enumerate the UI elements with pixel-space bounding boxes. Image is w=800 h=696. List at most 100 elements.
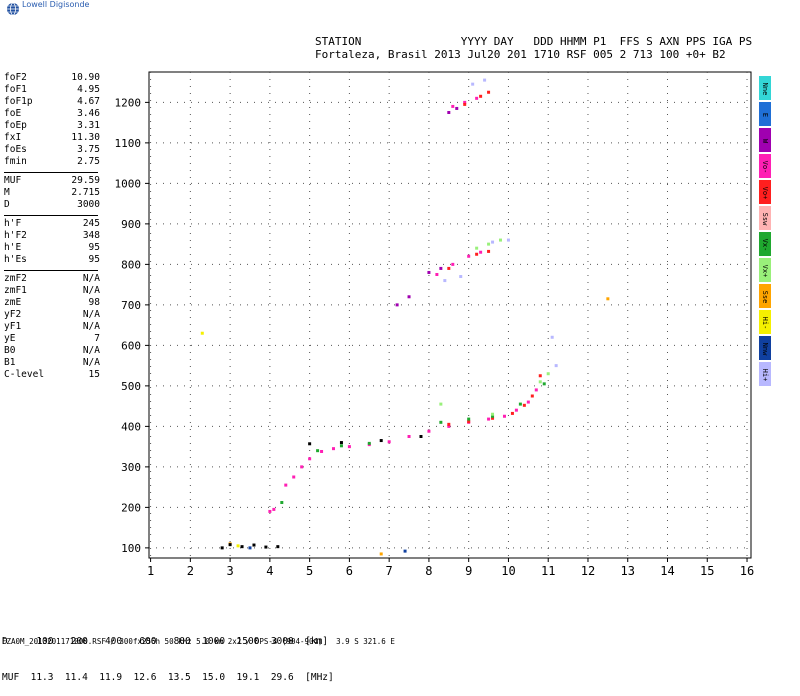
data-point (475, 252, 479, 256)
param-separator (4, 172, 98, 173)
param-row: yE 7 (4, 333, 100, 345)
data-point (491, 416, 495, 420)
data-point (526, 400, 530, 404)
data-point (459, 275, 463, 279)
data-point (419, 435, 423, 438)
y-tick-label: 700 (121, 299, 141, 312)
x-tick-label: 10 (501, 564, 515, 578)
param-row: B0 N/A (4, 345, 100, 357)
x-tick-label: 11 (541, 564, 555, 578)
y-tick-label: 1200 (115, 96, 142, 109)
data-point (427, 429, 431, 433)
legend-label: Vx+ (761, 264, 769, 278)
x-tick-label: 13 (621, 564, 635, 578)
param-row: h'Es 95 (4, 254, 100, 266)
y-tick-label: 800 (121, 258, 141, 271)
x-tick-label: 12 (581, 564, 595, 578)
data-point (220, 546, 224, 550)
param-value: 3.46 (77, 108, 100, 119)
header-labels: STATION YYYY DAY DDD HHMM P1 FFS S AXN P… (315, 35, 753, 48)
param-name: foE (4, 108, 22, 119)
data-point (272, 507, 276, 511)
param-name: M (4, 187, 10, 198)
param-row: D 3000 (4, 199, 100, 211)
data-point (407, 435, 411, 438)
param-value: 2.75 (77, 156, 100, 167)
data-point (487, 242, 491, 246)
param-row: yF2 N/A (4, 309, 100, 321)
param-value: 2.715 (71, 187, 100, 198)
param-value: 7 (94, 333, 100, 344)
param-row: foEp 3.31 (4, 120, 100, 132)
param-name: foEs (4, 144, 27, 155)
param-name: foF1 (4, 84, 27, 95)
param-row: fxI 11.30 (4, 132, 100, 144)
param-name: fxI (4, 132, 22, 143)
param-value: 348 (82, 230, 100, 241)
data-point (379, 439, 383, 443)
data-point (538, 374, 542, 378)
param-value: 98 (88, 297, 100, 308)
legend-swatch-nne: Nne (759, 76, 771, 100)
x-tick-label: 6 (346, 564, 353, 578)
param-value: N/A (82, 273, 100, 284)
brand-name: Lowell Digisonde (22, 0, 90, 9)
data-point (487, 417, 491, 421)
y-tick-label: 300 (121, 461, 141, 474)
y-tick-label: 900 (121, 218, 141, 231)
data-point (463, 102, 467, 106)
data-point (487, 90, 491, 94)
param-name: B1 (4, 357, 16, 368)
data-point (510, 411, 514, 415)
file-info-footer: FZA0M_2013201171000.RSF / 300fx256h 50 k… (2, 637, 395, 646)
data-point (308, 442, 312, 446)
y-tick-label: 1100 (115, 137, 142, 150)
param-row: B1 N/A (4, 357, 100, 369)
data-point (308, 457, 312, 461)
param-row: h'F 245 (4, 218, 100, 230)
data-point (514, 408, 518, 412)
plot-frame (148, 71, 752, 559)
data-point (316, 449, 320, 453)
param-separator (4, 270, 98, 271)
legend-swatch-vo-: Vo- (759, 154, 771, 178)
legend-label: Nnw (761, 342, 769, 356)
globe-icon (7, 2, 19, 16)
legend-label: Sse (761, 290, 769, 304)
data-point (439, 420, 443, 424)
param-row: zmE 98 (4, 297, 100, 309)
data-point (447, 424, 451, 428)
data-point (331, 447, 335, 451)
data-point (228, 543, 232, 547)
param-row: MUF 29.59 (4, 175, 100, 187)
param-name: zmF2 (4, 273, 27, 284)
param-row: M 2.715 (4, 187, 100, 199)
data-point (550, 335, 554, 339)
param-row: zmF2 N/A (4, 273, 100, 285)
legend-label: Vo- (761, 160, 769, 174)
data-point (292, 475, 296, 479)
data-point (447, 266, 451, 270)
param-value: 29.59 (71, 175, 100, 186)
param-row: foEs 3.75 (4, 144, 100, 156)
data-point (320, 449, 324, 453)
param-value: 3.75 (77, 144, 100, 155)
ionogram-plot: 1 2 3 4 5 6 7 8 9 10 11 12 13 14 15 1610020030040050060… (115, 71, 754, 578)
param-row: foF1p 4.67 (4, 96, 100, 108)
param-name: h'F (4, 218, 22, 229)
data-point (479, 250, 483, 254)
legend-label: Vx- (761, 238, 769, 252)
param-name: h'Es (4, 254, 27, 265)
legend-swatch-vx-: Vx- (759, 232, 771, 256)
param-name: D (4, 199, 10, 210)
param-value: 95 (88, 242, 100, 253)
legend-swatch-w: W (759, 128, 771, 152)
y-tick-label: 500 (121, 380, 141, 393)
legend-swatch-e: E (759, 102, 771, 126)
y-tick-label: 100 (121, 542, 141, 555)
param-name: yF2 (4, 309, 22, 320)
legend-swatch-sse: Sse (759, 284, 771, 308)
param-name: yE (4, 333, 16, 344)
data-point (284, 483, 288, 487)
param-value: 15 (88, 369, 100, 380)
